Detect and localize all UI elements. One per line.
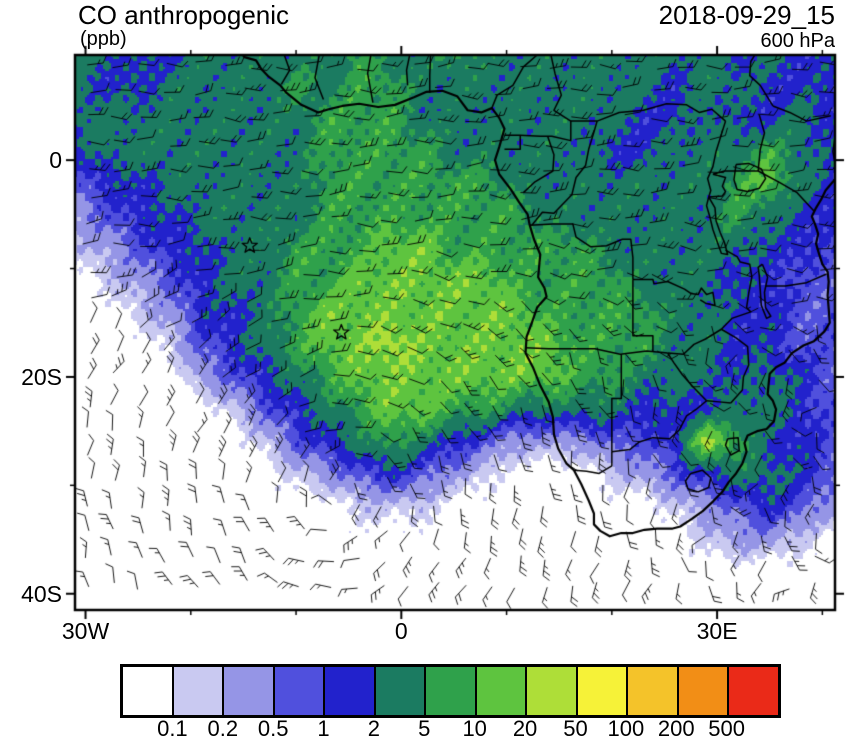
plot-title: CO anthropogenic [78,0,290,30]
colorbar-tick-label: 1 [317,716,330,741]
colorbar-cell [727,667,778,715]
plot-level: 600 hPa [760,30,835,52]
colorbar-tick-label: 200 [657,716,695,741]
colorbar-tick-label: 0.2 [207,716,239,741]
y-tick-label: 20S [21,363,62,390]
colorbar-tick-label: 0.1 [157,716,188,741]
colorbar-tick-label: 50 [563,716,588,741]
colorbar [120,664,781,718]
colorbar-cell [676,667,728,715]
colorbar-tick-label: 5 [418,716,431,741]
plot-units: (ppb) [80,28,127,50]
plot-datetime: 2018-09-29_15 [658,0,835,30]
colorbar-cell [323,667,374,715]
colorbar-cell [171,667,223,715]
y-tick-label: 40S [21,580,62,607]
colorbar-cell [123,667,172,715]
colorbar-tick-label: 500 [708,716,745,741]
x-tick-label: 30E [696,618,738,644]
colorbar-tick-label: 10 [462,716,487,741]
colorbar-tick-label: 2 [367,716,381,741]
colorbar-tick-label: 100 [607,716,645,741]
colorbar-cell [474,667,526,715]
colorbar-cell [525,667,576,715]
colorbar-tick-label: 20 [512,716,538,741]
x-tick-label: 30W [61,618,110,644]
colorbar-cell [272,667,324,715]
x-tick-label: 0 [394,618,408,644]
colorbar-cell [575,667,627,715]
colorbar-cell [626,667,677,715]
colorbar-cell [424,667,475,715]
colorbar-cell [373,667,425,715]
y-tick-label: 0 [49,147,62,174]
colorbar-cell [222,667,273,715]
colorbar-tick-label: 0.5 [257,716,289,741]
